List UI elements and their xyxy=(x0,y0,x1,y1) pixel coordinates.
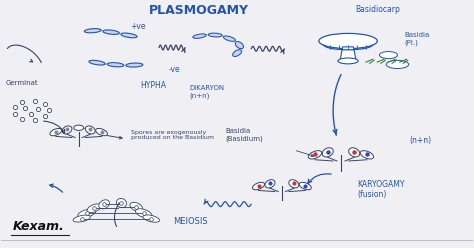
Ellipse shape xyxy=(319,33,377,49)
Ellipse shape xyxy=(386,60,409,68)
Polygon shape xyxy=(340,47,356,61)
Ellipse shape xyxy=(235,42,244,49)
Circle shape xyxy=(73,125,84,130)
Text: Spores are exogenously
produced on the Basidium: Spores are exogenously produced on the B… xyxy=(131,130,214,141)
Ellipse shape xyxy=(87,204,101,213)
Ellipse shape xyxy=(289,180,299,188)
Text: DIKARYON
(n+n): DIKARYON (n+n) xyxy=(190,85,225,99)
Ellipse shape xyxy=(85,126,95,134)
Ellipse shape xyxy=(126,63,143,67)
Ellipse shape xyxy=(50,128,62,136)
Text: (n+n): (n+n) xyxy=(410,135,432,145)
Ellipse shape xyxy=(99,200,109,209)
Text: Basidia
(Basidium): Basidia (Basidium) xyxy=(225,128,263,142)
Text: Kexam.: Kexam. xyxy=(12,220,64,233)
Ellipse shape xyxy=(73,215,91,222)
Ellipse shape xyxy=(103,30,119,34)
Ellipse shape xyxy=(107,63,124,67)
Text: KARYOGAMY
(fusion): KARYOGAMY (fusion) xyxy=(357,180,405,199)
Ellipse shape xyxy=(360,151,374,159)
Text: +ve: +ve xyxy=(131,22,146,31)
Ellipse shape xyxy=(193,34,206,38)
Ellipse shape xyxy=(143,215,160,222)
Text: Basidia
(Pl.): Basidia (Pl.) xyxy=(405,32,430,46)
Text: -ve: -ve xyxy=(168,65,180,74)
Ellipse shape xyxy=(84,29,101,33)
Ellipse shape xyxy=(265,180,275,188)
Text: HYPHA: HYPHA xyxy=(140,81,166,90)
Ellipse shape xyxy=(96,128,108,136)
Text: PLASMOGAMY: PLASMOGAMY xyxy=(149,4,249,17)
Ellipse shape xyxy=(136,209,152,218)
Ellipse shape xyxy=(308,151,322,159)
Ellipse shape xyxy=(130,202,143,212)
Ellipse shape xyxy=(78,209,96,218)
Ellipse shape xyxy=(338,58,358,64)
Ellipse shape xyxy=(121,33,137,38)
Ellipse shape xyxy=(233,50,242,57)
Ellipse shape xyxy=(223,36,236,41)
Text: MEIOSIS: MEIOSIS xyxy=(173,217,208,226)
Ellipse shape xyxy=(349,148,360,157)
Ellipse shape xyxy=(253,182,264,190)
Text: Basidiocarp: Basidiocarp xyxy=(355,5,400,14)
Ellipse shape xyxy=(380,52,398,59)
Ellipse shape xyxy=(322,148,333,157)
Ellipse shape xyxy=(62,126,72,134)
Ellipse shape xyxy=(89,60,105,65)
Ellipse shape xyxy=(299,182,311,190)
Ellipse shape xyxy=(208,33,222,37)
Ellipse shape xyxy=(117,198,127,208)
Text: Germinat: Germinat xyxy=(5,80,38,86)
